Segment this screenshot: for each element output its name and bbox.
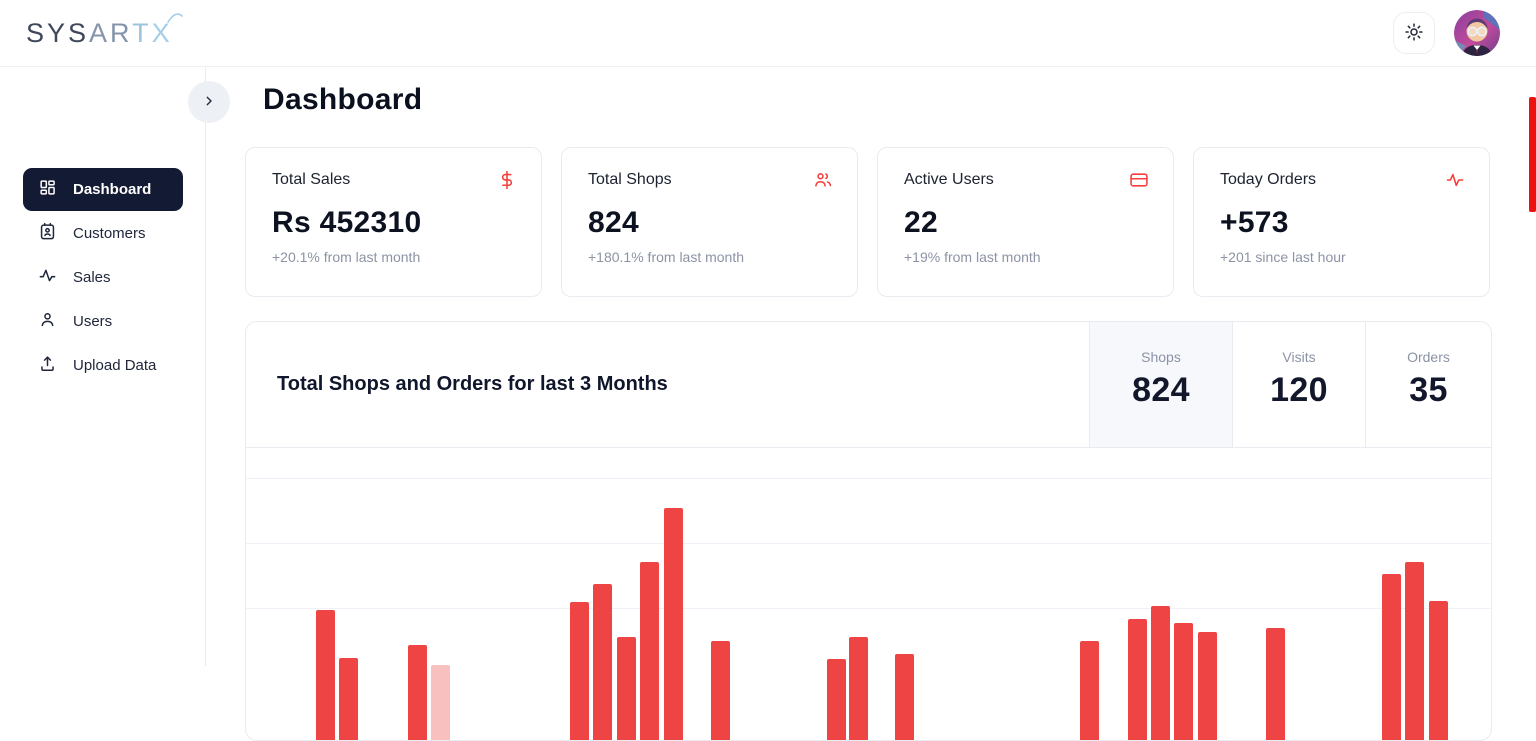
stat-value: Rs 452310 — [272, 206, 422, 239]
gridline — [246, 543, 1491, 544]
stat-card-total-shops: Total Shops 824 +180.1% from last month — [561, 147, 858, 297]
chart-bar — [1174, 623, 1193, 740]
chart-bar — [593, 584, 612, 740]
sidebar-item-sales[interactable]: Sales — [23, 256, 183, 299]
main-content: Dashboard Total Sales Rs 452310 +20.1% f… — [188, 67, 1536, 741]
sidebar-collapse-button[interactable] — [188, 81, 230, 123]
chart-bar — [1080, 641, 1099, 740]
chart-bar — [1198, 632, 1217, 740]
sidebar-item-label: Customers — [73, 225, 146, 242]
chart-bar — [339, 658, 358, 740]
brand-logo: SYSARTX — [26, 13, 183, 49]
stat-label: Total Sales — [272, 171, 351, 188]
chart-bar — [895, 654, 914, 740]
address-book-icon — [38, 222, 57, 245]
sidebar-item-customers[interactable]: Customers — [23, 212, 183, 255]
chart-bar — [1266, 628, 1285, 740]
gridline — [246, 478, 1491, 479]
chart-bar — [316, 610, 335, 740]
stat-note: +180.1% from last month — [588, 249, 745, 265]
tab-value: 35 — [1409, 371, 1448, 409]
chart-bar — [570, 602, 589, 740]
sidebar-nav: Dashboard Customers Sales — [0, 168, 206, 388]
credit-card-icon — [1129, 170, 1149, 195]
chart-bar — [827, 659, 846, 740]
stat-note: +201 since last hour — [1220, 249, 1346, 265]
user-avatar[interactable] — [1454, 10, 1500, 56]
users-group-icon — [813, 170, 833, 195]
chart-title: Total Shops and Orders for last 3 Months — [277, 373, 668, 395]
sidebar-item-upload-data[interactable]: Upload Data — [23, 344, 183, 387]
chart-bar — [711, 641, 730, 740]
upload-icon — [38, 354, 57, 377]
chart-card: Total Shops and Orders for last 3 Months… — [245, 321, 1492, 741]
stat-card-active-users: Active Users 22 +19% from last month — [877, 147, 1174, 297]
chart-bar — [617, 637, 636, 740]
stat-label: Active Users — [904, 171, 994, 188]
chevron-right-icon — [201, 93, 217, 112]
stat-card-total-sales: Total Sales Rs 452310 +20.1% from last m… — [245, 147, 542, 297]
grid-icon — [38, 178, 57, 201]
chart-header: Total Shops and Orders for last 3 Months… — [246, 322, 1491, 448]
dollar-icon — [497, 170, 517, 195]
topbar: SYSARTX — [0, 0, 1536, 67]
logo-swoosh — [166, 13, 183, 23]
chart-bar — [1128, 619, 1147, 740]
stat-cards: Total Sales Rs 452310 +20.1% from last m… — [245, 147, 1490, 297]
stat-note: +19% from last month — [904, 249, 1041, 265]
chart-bar — [1382, 574, 1401, 740]
sidebar-item-label: Dashboard — [73, 181, 152, 198]
chart-bar — [664, 508, 683, 740]
sidebar-item-label: Upload Data — [73, 357, 157, 374]
gridline — [246, 608, 1491, 609]
sidebar: Dashboard Customers Sales — [0, 67, 206, 666]
sun-icon — [1404, 22, 1424, 45]
stat-card-today-orders: Today Orders +573 +201 since last hour — [1193, 147, 1490, 297]
tab-visits[interactable]: Visits 120 — [1232, 322, 1365, 447]
tab-shops[interactable]: Shops 824 — [1089, 322, 1232, 447]
tab-label: Orders — [1407, 349, 1450, 365]
bar-chart — [246, 448, 1491, 740]
chart-bar — [1151, 606, 1170, 740]
sidebar-item-dashboard[interactable]: Dashboard — [23, 168, 183, 211]
chart-bar — [1405, 562, 1424, 740]
activity-icon — [38, 266, 57, 289]
chart-bar — [1429, 601, 1448, 740]
chart-bar — [431, 665, 450, 740]
sidebar-item-label: Users — [73, 313, 113, 330]
tab-value: 120 — [1270, 371, 1328, 409]
page-title: Dashboard — [263, 83, 423, 116]
tab-orders[interactable]: Orders 35 — [1365, 322, 1491, 447]
stat-label: Today Orders — [1220, 171, 1317, 188]
scrollbar-thumb[interactable] — [1529, 97, 1536, 212]
theme-toggle-button[interactable] — [1393, 12, 1435, 54]
chart-bar — [849, 637, 868, 740]
stat-value: +573 — [1220, 206, 1289, 239]
tab-label: Shops — [1141, 349, 1181, 365]
sidebar-item-users[interactable]: Users — [23, 300, 183, 343]
tab-label: Visits — [1282, 349, 1316, 365]
stat-value: 22 — [904, 206, 938, 239]
stat-value: 824 — [588, 206, 639, 239]
tab-value: 824 — [1132, 371, 1190, 409]
chart-bar — [640, 562, 659, 740]
chart-bar — [408, 645, 427, 740]
stat-label: Total Shops — [588, 171, 672, 188]
user-icon — [38, 310, 57, 333]
stat-note: +20.1% from last month — [272, 249, 421, 265]
activity-icon — [1445, 170, 1465, 195]
sidebar-item-label: Sales — [73, 269, 111, 286]
